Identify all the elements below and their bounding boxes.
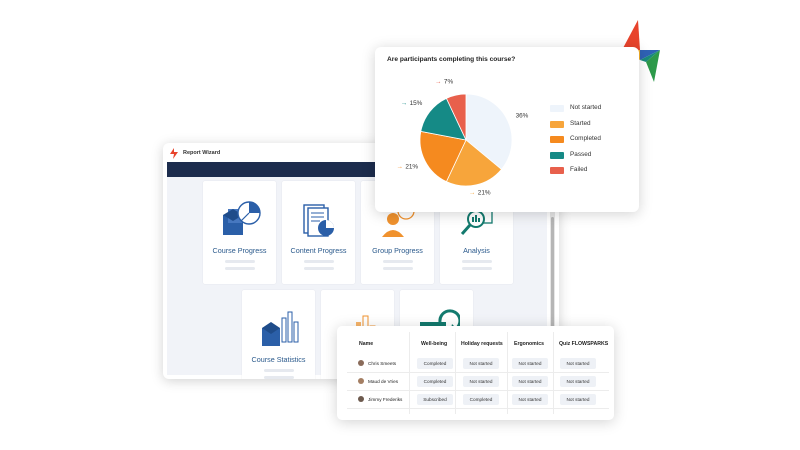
- pie-value-label: 21%: [478, 190, 491, 197]
- card-label: Analysis: [463, 246, 490, 255]
- course-statistics-icon: [262, 311, 299, 346]
- pie-value-label: 15%: [410, 100, 423, 107]
- status-badge: Not started: [560, 376, 596, 387]
- wizard-scrollbar[interactable]: [550, 177, 555, 375]
- report-card-course-statistics[interactable]: Course Statistics: [242, 290, 315, 379]
- column-header: Name: [359, 341, 374, 347]
- status-badge: Not started: [560, 358, 596, 369]
- placeholder-line: [462, 260, 492, 263]
- status-badge: Completed: [463, 394, 499, 405]
- pie-slice-started: [445, 139, 503, 187]
- legend-label: Not started: [570, 104, 602, 111]
- placeholder-line: [225, 267, 255, 270]
- column-header: Quiz FLOWSPARKS: [559, 341, 609, 347]
- pie-slice-completed: [419, 130, 467, 183]
- pie-value-label: 21%: [405, 163, 418, 170]
- status-badge: Not started: [463, 358, 499, 369]
- placeholder-line: [462, 267, 492, 270]
- status-badge: Not started: [512, 376, 548, 387]
- status-badge: Not started: [512, 358, 548, 369]
- card-label: Course Progress: [212, 246, 267, 255]
- status-badge: Subscribed: [417, 394, 453, 405]
- legend-swatch: [550, 167, 564, 174]
- avatar: [358, 396, 364, 402]
- legend-label: Passed: [570, 150, 592, 158]
- placeholder-line: [304, 260, 334, 263]
- course-status-table: Name Well-being Holiday requests Ergonom…: [337, 326, 614, 420]
- column-divider: [409, 332, 410, 414]
- pie-slice-failed: [445, 93, 467, 141]
- row-divider: [347, 408, 609, 409]
- legend-swatch: [550, 136, 564, 143]
- column-divider: [507, 332, 508, 414]
- column-header: Holiday requests: [461, 341, 503, 347]
- legend-swatch: [550, 105, 564, 112]
- card-label: Course Statistics: [251, 355, 306, 364]
- course-progress-icon: [223, 201, 261, 235]
- card-label: Group Progress: [372, 246, 423, 255]
- row-divider: [347, 390, 609, 391]
- column-header: Well-being: [421, 341, 448, 347]
- avatar: [358, 378, 364, 384]
- content-progress-icon: [303, 204, 334, 237]
- chart-title: Are participants completing this course?: [387, 56, 516, 63]
- participant-name: Chris Smeets: [368, 361, 397, 366]
- status-badge: Completed: [417, 376, 453, 387]
- row-divider: [347, 372, 609, 373]
- legend-swatch: [550, 151, 564, 159]
- legend-label: Failed: [570, 166, 588, 173]
- pie-value-label: 7%: [444, 78, 454, 85]
- label-arrow-icon: →: [396, 163, 403, 170]
- legend-label: Started: [570, 119, 591, 127]
- card-label: Content Progress: [290, 246, 347, 255]
- legend-label: Completed: [570, 135, 601, 142]
- placeholder-line: [304, 267, 334, 270]
- report-card-content-progress[interactable]: Content Progress: [282, 181, 355, 284]
- wizard-logo-icon: [170, 148, 178, 159]
- participant-name: Jimmy Frederiks: [368, 397, 403, 402]
- legend-swatch: [550, 120, 564, 128]
- column-divider: [553, 332, 554, 414]
- status-badge: Not started: [512, 394, 548, 405]
- label-arrow-icon: →: [435, 78, 442, 85]
- participant-name: Maud de Vries: [368, 379, 399, 384]
- placeholder-line: [264, 376, 294, 379]
- wizard-titlebar: Report Wizard: [163, 143, 559, 161]
- avatar: [358, 360, 364, 366]
- label-arrow-icon: →: [469, 190, 476, 197]
- pie-value-label: 36%: [516, 113, 529, 120]
- pie-slice-not-started: [465, 93, 513, 170]
- label-arrow-icon: →: [401, 100, 408, 107]
- status-badge: Completed: [417, 358, 453, 369]
- status-badge: Not started: [560, 394, 596, 405]
- pie-chart: 36%→ 21%→ 21%→ 15%→ 7%: [396, 78, 529, 197]
- placeholder-line: [383, 267, 413, 270]
- column-divider: [455, 332, 456, 414]
- wizard-title: Report Wizard: [183, 150, 221, 156]
- placeholder-line: [383, 260, 413, 263]
- completion-pie-panel: Are participants completing this course?…: [375, 47, 639, 212]
- report-card-course-progress[interactable]: Course Progress: [203, 181, 276, 284]
- column-header: Ergonomics: [514, 341, 544, 347]
- placeholder-line: [264, 369, 294, 372]
- scrollbar-thumb[interactable]: [551, 217, 554, 357]
- status-badge: Not started: [463, 376, 499, 387]
- placeholder-line: [225, 260, 255, 263]
